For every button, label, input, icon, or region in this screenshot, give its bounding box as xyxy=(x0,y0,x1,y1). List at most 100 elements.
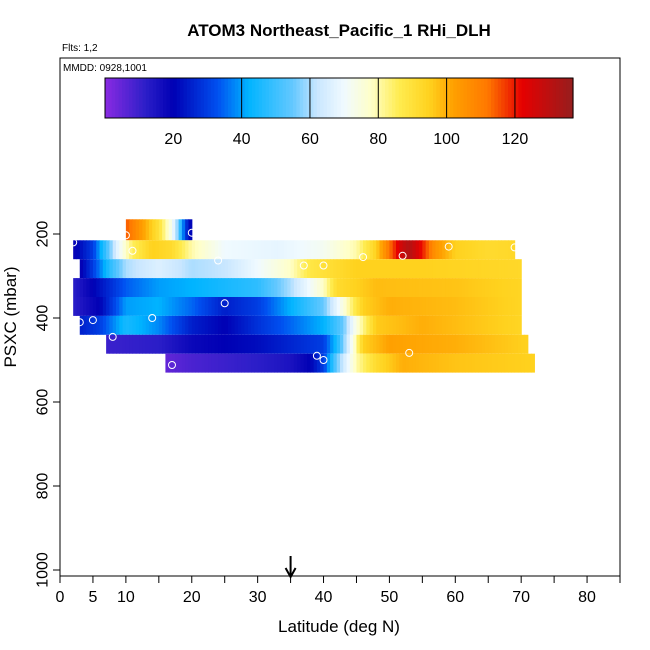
heatmap-cell xyxy=(438,353,443,373)
heatmap-cell xyxy=(313,240,318,260)
heatmap-cell xyxy=(287,240,292,260)
heatmap-cell xyxy=(501,297,506,316)
heatmap-cell xyxy=(168,297,173,316)
heatmap-cell xyxy=(228,353,232,373)
colorbar-segment xyxy=(456,78,461,118)
heatmap-cell xyxy=(376,278,381,297)
colorbar-segment xyxy=(532,78,537,118)
colorbar-dividers xyxy=(241,78,516,118)
heatmap-cell xyxy=(438,278,443,297)
heatmap-cell xyxy=(511,278,516,297)
heatmap-cell xyxy=(152,297,157,316)
heatmap-cell xyxy=(392,353,397,373)
heatmap-cell xyxy=(376,259,381,279)
heatmap-cell xyxy=(165,259,170,279)
heatmap-cell xyxy=(290,334,295,354)
heatmap-cell xyxy=(99,297,104,316)
observation-point xyxy=(75,318,84,327)
heatmap-cell xyxy=(284,315,288,335)
colorbar-segment xyxy=(535,78,540,118)
heatmap-cell xyxy=(195,353,199,373)
heatmap-cell xyxy=(363,278,367,297)
heatmap-cell xyxy=(237,297,242,316)
heatmap-cell xyxy=(330,240,335,260)
heatmap-cell xyxy=(465,353,470,373)
heatmap-cell xyxy=(359,334,364,354)
heatmap-cell xyxy=(102,240,107,260)
heatmap-cell xyxy=(99,240,104,260)
heatmap-cell xyxy=(280,240,285,260)
heatmap-cell xyxy=(369,353,374,373)
date-note: MMDD: 0928,1001 xyxy=(63,63,147,74)
colorbar-segment xyxy=(378,78,383,118)
heatmap-cell xyxy=(386,315,391,335)
colorbar-segment xyxy=(555,78,560,118)
heatmap-cell xyxy=(300,315,305,335)
heatmap-cell xyxy=(379,278,384,297)
heatmap-cell xyxy=(412,353,417,373)
heatmap-cell xyxy=(158,297,163,316)
heatmap-cell xyxy=(79,297,84,316)
heatmap-cell xyxy=(445,315,450,335)
heatmap-cell xyxy=(438,259,443,279)
heatmap-cell xyxy=(494,259,499,279)
heatmap-cell xyxy=(175,259,180,279)
heatmap-cell xyxy=(99,315,104,335)
heatmap-cell xyxy=(452,259,456,279)
heatmap-cell xyxy=(484,259,489,279)
x-axis-label: Latitude (deg N) xyxy=(278,617,400,636)
heatmap-cell xyxy=(185,219,190,241)
heatmap-cell xyxy=(488,334,493,354)
colorbar-segment xyxy=(521,78,526,118)
heatmap-cell xyxy=(425,353,430,373)
colorbar-segment xyxy=(159,78,164,118)
heatmap-cell xyxy=(303,353,308,373)
heatmap-cell xyxy=(501,353,506,373)
heatmap-cell xyxy=(231,240,236,260)
heatmap-cell xyxy=(284,353,288,373)
heatmap-cell xyxy=(448,334,453,354)
heatmap-cell xyxy=(260,240,265,260)
heatmap-cell xyxy=(399,353,404,373)
heatmap-cell xyxy=(468,259,473,279)
colorbar-segment xyxy=(364,78,369,118)
colorbar-segment xyxy=(183,78,188,118)
heatmap-cell xyxy=(96,297,101,316)
heatmap-cell xyxy=(293,278,298,297)
heatmap-cell xyxy=(310,334,315,354)
heatmap-cell xyxy=(359,259,364,279)
heatmap-cell xyxy=(221,240,226,260)
heatmap-cell xyxy=(201,297,206,316)
heatmap-cell xyxy=(382,240,387,260)
heatmap-cell xyxy=(165,334,170,354)
heatmap-cell xyxy=(175,297,180,316)
heatmap-cell xyxy=(251,240,255,260)
heatmap-cell xyxy=(287,334,292,354)
heatmap-cell xyxy=(428,334,433,354)
heatmap-cell xyxy=(330,297,335,316)
heatmap-cell xyxy=(386,240,391,260)
heatmap-cell xyxy=(307,297,311,316)
heatmap-cell xyxy=(330,278,335,297)
colorbar-segment xyxy=(234,78,239,118)
colorbar-segment xyxy=(169,78,174,118)
heatmap-cell xyxy=(491,240,496,260)
heatmap-cell xyxy=(412,334,417,354)
heatmap-cell xyxy=(349,353,354,373)
heatmap-cell xyxy=(83,297,87,316)
heatmap-cell xyxy=(455,259,460,279)
heatmap-cell xyxy=(392,278,397,297)
observation-point xyxy=(405,348,414,357)
colorbar-segment xyxy=(176,78,181,118)
heatmap-cell xyxy=(116,259,120,279)
heatmap-cell xyxy=(484,334,489,354)
heatmap-cell xyxy=(172,259,176,279)
heatmap-cell xyxy=(379,259,384,279)
heatmap-cell xyxy=(323,297,328,316)
heatmap-cell xyxy=(165,353,170,373)
heatmap-cell xyxy=(135,315,140,335)
heatmap-cell xyxy=(527,353,532,373)
heatmap-cell xyxy=(73,240,78,260)
heatmap-cell xyxy=(152,259,157,279)
heatmap-cell xyxy=(372,353,377,373)
